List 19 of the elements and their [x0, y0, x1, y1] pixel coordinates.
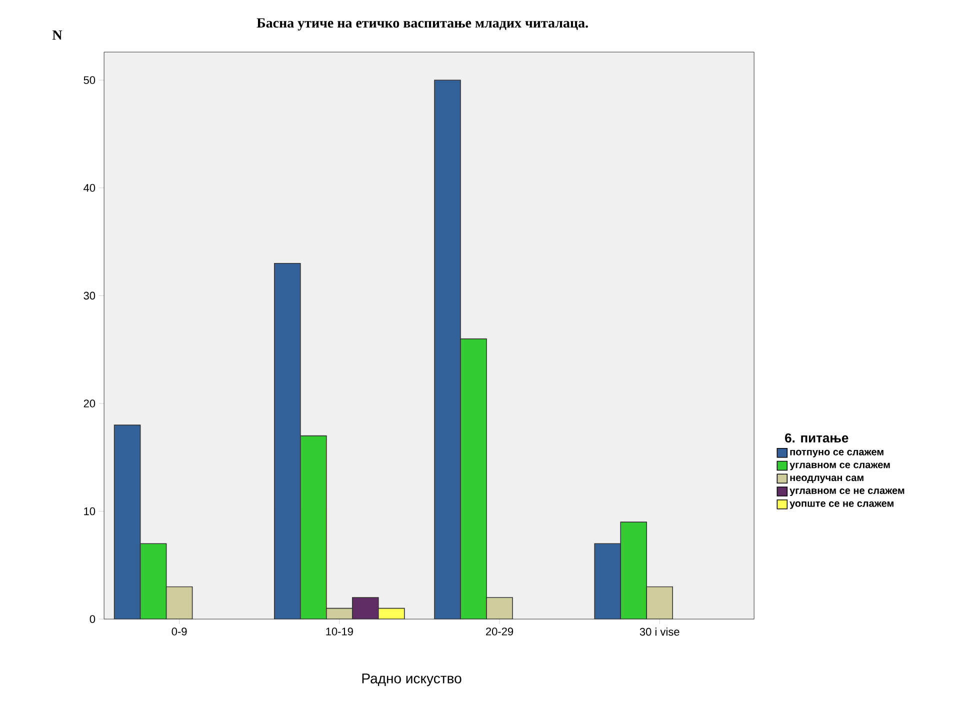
y-tick-label: 30 — [84, 292, 96, 300]
x-axis-title: Радно искуство — [362, 674, 462, 686]
legend-label: потпуно се слажем — [790, 450, 884, 458]
y-tick-label: 40 — [84, 184, 96, 192]
chart-title: Басна утиче на етичко васпитање младих читалаца. — [256, 18, 588, 31]
y-tick-label: 50 — [84, 76, 96, 84]
legend-title: 6. питање — [785, 433, 848, 443]
x-tick-label: 0-9 — [172, 628, 187, 636]
y-tick-label: 0 — [90, 615, 96, 623]
x-tick-label: 10-19 — [326, 628, 353, 636]
y-tick-label: 10 — [84, 507, 96, 516]
x-tick-label: 20-29 — [486, 628, 514, 636]
legend-label: углавном се не слажем — [790, 488, 904, 496]
legend-label: углавном се слажем — [790, 462, 890, 470]
x-tick-label: 30 i vise — [640, 628, 680, 636]
legend-label: неодлучан сам — [790, 476, 864, 484]
y-axis-title: N — [52, 30, 62, 40]
legend-label: уопште се не слажем — [790, 501, 894, 509]
y-tick-label: 20 — [84, 400, 96, 408]
